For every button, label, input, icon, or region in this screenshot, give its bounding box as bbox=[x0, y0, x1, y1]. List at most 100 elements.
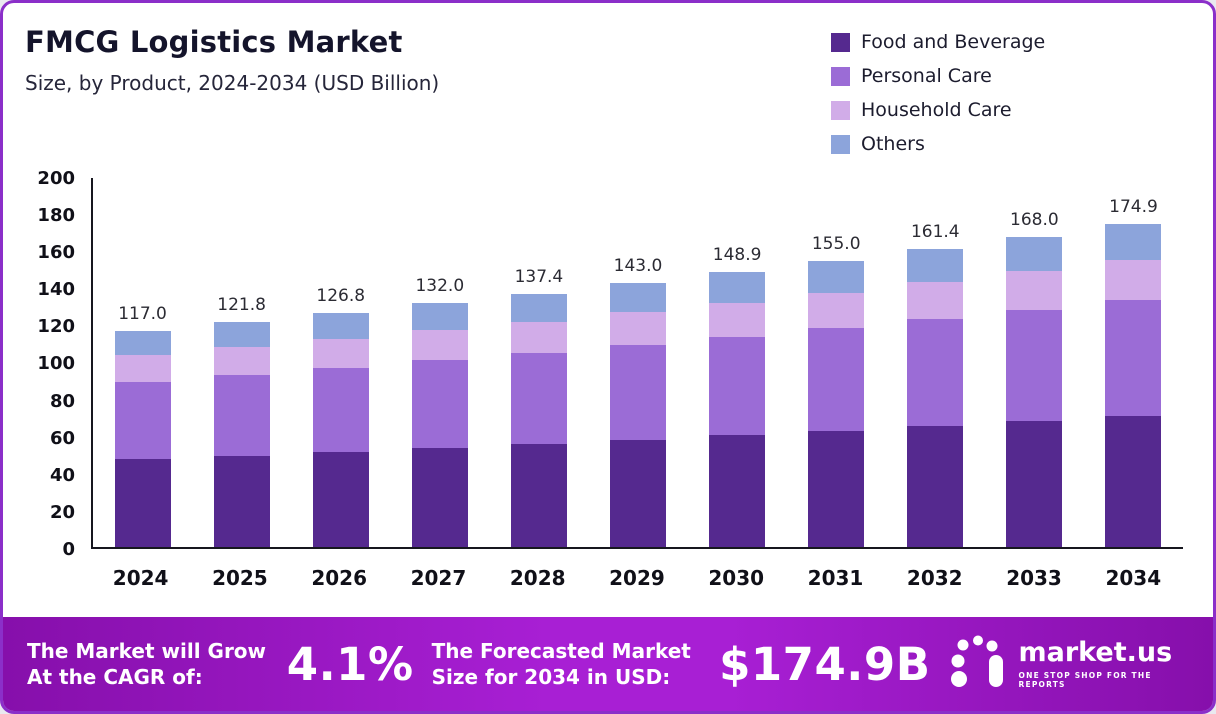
bar-column: 126.8 bbox=[291, 178, 390, 547]
bar-total-label: 174.9 bbox=[1109, 197, 1158, 218]
bar-segment bbox=[312, 451, 369, 547]
bar-segment bbox=[1105, 224, 1162, 260]
bar-segment bbox=[1006, 271, 1063, 310]
y-tick-label: 60 bbox=[49, 427, 75, 449]
x-axis-label: 2025 bbox=[212, 566, 268, 590]
bar-segment bbox=[1105, 259, 1162, 300]
x-axis-label: 2024 bbox=[112, 566, 169, 590]
legend-label: Food and Beverage bbox=[861, 31, 1046, 53]
legend-label: Personal Care bbox=[861, 65, 992, 87]
bar-total-label: 137.4 bbox=[514, 266, 564, 287]
stacked-bar bbox=[1105, 224, 1162, 547]
y-tick-label: 0 bbox=[62, 538, 75, 560]
bar-column: 143.0 bbox=[588, 178, 687, 547]
chart-title: FMCG Logistics Market bbox=[25, 25, 403, 59]
bar-column: 132.0 bbox=[390, 178, 489, 547]
bar-segment bbox=[907, 249, 964, 283]
bar-segment bbox=[709, 336, 766, 436]
footer-banner: The Market will Grow At the CAGR of: 4.1… bbox=[3, 617, 1213, 711]
bar-total-label: 121.8 bbox=[217, 295, 266, 316]
bar-total-label: 161.4 bbox=[910, 222, 960, 243]
x-axis-label: 2030 bbox=[708, 566, 765, 590]
bar-column: 161.4 bbox=[886, 178, 985, 547]
legend-swatch bbox=[831, 32, 850, 52]
x-axis: 2024 2025 2026 2027 2028 2029 2030 2031 2032 2033… bbox=[91, 566, 1183, 590]
stacked-bar bbox=[610, 283, 667, 547]
bar-column: 121.8 bbox=[192, 178, 291, 547]
plot-area: 117.0 121.8 126.8 132.0 137.4 143.0 148.9 155.0… bbox=[91, 178, 1183, 549]
forecast-value: $174.9B bbox=[719, 637, 931, 691]
bar-segment bbox=[213, 322, 270, 348]
bar-segment bbox=[907, 425, 964, 547]
stacked-bar bbox=[709, 272, 766, 547]
bar-segment bbox=[411, 448, 468, 547]
marketus-logo-icon bbox=[949, 635, 1007, 693]
bar-segment bbox=[510, 352, 567, 445]
cagr-label: The Market will Grow At the CAGR of: bbox=[27, 639, 267, 689]
bar-segment bbox=[114, 459, 171, 547]
bars-container: 117.0 121.8 126.8 132.0 137.4 143.0 148.9 155.0… bbox=[93, 178, 1183, 547]
bar-total-label: 155.0 bbox=[811, 234, 861, 255]
bar-segment bbox=[808, 328, 865, 431]
chart-subtitle: Size, by Product, 2024-2034 (USD Billion… bbox=[25, 71, 440, 95]
bar-segment bbox=[808, 261, 865, 293]
y-tick-label: 180 bbox=[37, 205, 75, 227]
bar-segment bbox=[312, 367, 369, 452]
bar-segment bbox=[610, 312, 667, 345]
bar-column: 148.9 bbox=[688, 178, 787, 547]
bar-segment bbox=[312, 313, 369, 339]
bar-segment bbox=[610, 283, 667, 313]
y-axis: 200 180 160 140 120 100 80 60 40 20 0 bbox=[17, 168, 75, 560]
bar-segment bbox=[411, 303, 468, 331]
bar-total-label: 117.0 bbox=[118, 304, 167, 325]
x-axis-label: 2028 bbox=[509, 566, 566, 590]
y-tick-label: 200 bbox=[37, 168, 75, 189]
legend-swatch bbox=[831, 100, 850, 120]
bar-segment bbox=[411, 330, 468, 361]
bar-total-label: 148.9 bbox=[712, 245, 762, 266]
y-tick-label: 20 bbox=[49, 501, 75, 523]
x-axis-label: 2027 bbox=[410, 566, 467, 590]
bar-segment bbox=[411, 360, 468, 449]
legend-label: Household Care bbox=[861, 99, 1012, 121]
x-axis-label: 2029 bbox=[609, 566, 665, 590]
bar-segment bbox=[114, 355, 171, 382]
bar-segment bbox=[114, 381, 171, 460]
bar-total-label: 168.0 bbox=[1010, 210, 1059, 231]
chart-legend: Food and Beverage Personal Care Household … bbox=[831, 31, 1045, 155]
legend-item: Others bbox=[831, 133, 1045, 155]
bar-segment bbox=[213, 374, 270, 456]
stacked-bar bbox=[1006, 237, 1063, 547]
x-axis-label: 2031 bbox=[807, 566, 864, 590]
x-axis-label: 2032 bbox=[906, 566, 963, 590]
stacked-bar bbox=[411, 303, 468, 547]
legend-item: Food and Beverage bbox=[831, 31, 1045, 53]
bar-column: 137.4 bbox=[489, 178, 588, 547]
legend-swatch bbox=[831, 134, 850, 154]
bar-segment bbox=[1006, 309, 1063, 421]
bar-segment bbox=[610, 344, 667, 440]
bar-segment bbox=[1105, 415, 1162, 547]
bar-column: 174.9 bbox=[1084, 178, 1183, 547]
y-tick-label: 140 bbox=[37, 279, 75, 301]
bar-segment bbox=[808, 292, 865, 328]
bar-segment bbox=[808, 430, 865, 547]
brand-tagline: ONE STOP SHOP FOR THE REPORTS bbox=[1018, 671, 1152, 689]
bar-segment bbox=[610, 439, 667, 547]
bar-segment bbox=[510, 321, 567, 353]
y-tick-label: 120 bbox=[37, 316, 75, 338]
bar-column: 117.0 bbox=[93, 178, 192, 547]
legend-item: Household Care bbox=[831, 99, 1045, 121]
bar-total-label: 143.0 bbox=[613, 256, 663, 277]
y-tick-label: 160 bbox=[37, 242, 75, 264]
bar-column: 168.0 bbox=[985, 178, 1084, 547]
bar-segment bbox=[709, 272, 766, 303]
brand-name: market.us bbox=[1018, 637, 1173, 668]
bar-segment bbox=[709, 302, 766, 337]
bar-total-label: 132.0 bbox=[415, 276, 465, 297]
y-tick-label: 100 bbox=[37, 353, 75, 375]
bar-segment bbox=[1105, 299, 1162, 416]
stacked-bar bbox=[808, 261, 865, 547]
stacked-bar bbox=[510, 293, 567, 548]
